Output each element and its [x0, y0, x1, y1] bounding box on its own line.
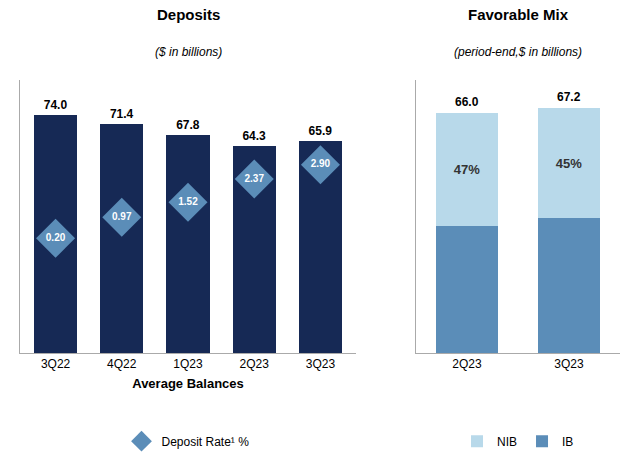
svg-text:64.3: 64.3 [242, 129, 266, 143]
svg-text:Average Balances: Average Balances [132, 376, 244, 391]
svg-text:67.2: 67.2 [557, 90, 581, 104]
svg-text:2Q23: 2Q23 [240, 357, 270, 371]
svg-text:Deposits: Deposits [157, 6, 220, 23]
svg-text:IB: IB [562, 435, 573, 449]
svg-text:65.9: 65.9 [309, 124, 333, 138]
svg-text:(period-end,$ in billions): (period-end,$ in billions) [454, 45, 582, 59]
svg-text:0.20: 0.20 [46, 232, 66, 243]
svg-text:3Q23: 3Q23 [306, 357, 336, 371]
svg-text:47%: 47% [454, 162, 480, 177]
svg-text:($ in billions): ($ in billions) [155, 45, 222, 59]
svg-text:3Q23: 3Q23 [554, 357, 584, 371]
svg-text:Favorable Mix: Favorable Mix [468, 6, 569, 23]
svg-text:71.4: 71.4 [110, 107, 134, 121]
svg-text:4Q22: 4Q22 [107, 357, 137, 371]
svg-text:1.52: 1.52 [178, 196, 198, 207]
svg-text:2.37: 2.37 [244, 173, 264, 184]
svg-text:45%: 45% [556, 156, 582, 171]
svg-text:67.8: 67.8 [176, 118, 200, 132]
svg-text:NIB: NIB [497, 435, 517, 449]
svg-text:66.0: 66.0 [455, 95, 479, 109]
svg-text:3Q22: 3Q22 [41, 357, 71, 371]
svg-text:1Q23: 1Q23 [173, 357, 203, 371]
svg-text:74.0: 74.0 [44, 98, 68, 112]
svg-text:Deposit Rate¹ %: Deposit Rate¹ % [162, 435, 250, 449]
svg-text:2.90: 2.90 [311, 158, 331, 169]
svg-text:0.97: 0.97 [112, 211, 132, 222]
svg-text:2Q23: 2Q23 [452, 357, 482, 371]
